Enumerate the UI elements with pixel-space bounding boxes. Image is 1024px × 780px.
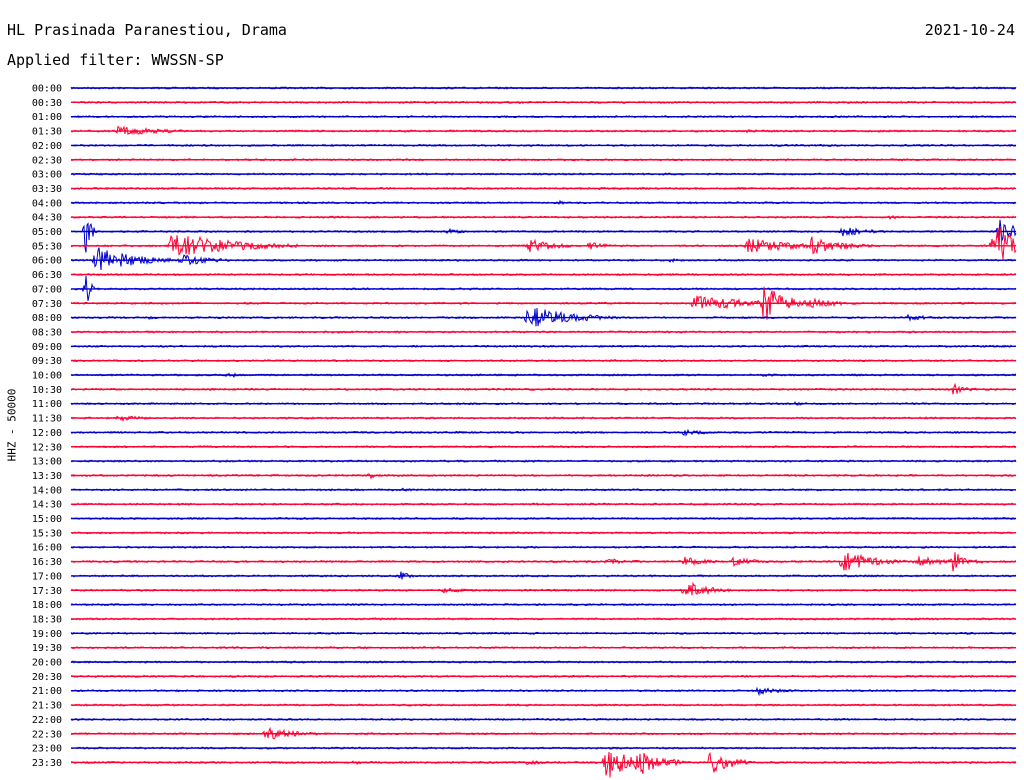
filter-label: Applied filter: WWSSN-SP [7, 51, 224, 69]
row-time-label: 03:00 [32, 170, 62, 181]
row-time-label: 00:00 [32, 84, 62, 95]
row-time-label: 14:00 [32, 485, 62, 496]
row-time-label: 12:30 [32, 442, 62, 453]
station-title: HL Prasinada Paranestiou, Drama [7, 21, 287, 39]
trace-row [71, 219, 1017, 253]
row-time-label: 07:30 [32, 299, 62, 310]
row-time-label: 16:30 [32, 557, 62, 568]
row-time-label: 23:00 [32, 744, 62, 755]
row-time-label: 02:30 [32, 155, 62, 166]
trace-row [70, 227, 1017, 260]
row-time-label: 16:00 [32, 543, 62, 554]
row-time-label: 10:30 [32, 385, 62, 396]
row-time-label: 22:00 [32, 715, 62, 726]
row-time-label: 08:00 [32, 313, 62, 324]
row-time-label: 21:30 [32, 701, 62, 712]
trace-row [70, 686, 1017, 697]
row-time-label: 18:30 [32, 614, 62, 625]
row-time-label: 05:00 [32, 227, 62, 238]
trace-row [70, 581, 1017, 596]
row-time-label: 23:30 [32, 758, 62, 769]
row-time-label: 17:30 [32, 586, 62, 597]
row-time-label: 02:00 [32, 141, 62, 152]
row-time-label: 21:00 [32, 686, 62, 697]
row-time-label: 19:00 [32, 629, 62, 640]
row-time-label: 11:00 [32, 399, 62, 410]
row-time-label: 19:30 [32, 643, 62, 654]
row-time-label: 06:30 [32, 270, 62, 281]
row-time-label: 04:30 [32, 213, 62, 224]
row-time-label: 09:00 [32, 342, 62, 353]
row-time-label: 17:00 [32, 571, 62, 582]
row-time-label: 03:30 [32, 184, 62, 195]
row-time-label: 01:30 [32, 127, 62, 138]
row-time-label: 15:30 [32, 528, 62, 539]
row-time-label: 12:00 [32, 428, 62, 439]
row-time-label: 00:30 [32, 98, 62, 109]
row-time-label: 13:00 [32, 457, 62, 468]
row-time-label: 14:30 [32, 500, 62, 511]
row-time-label: 07:00 [32, 284, 62, 295]
row-time-label: 20:30 [32, 672, 62, 683]
row-time-label: 10:00 [32, 371, 62, 382]
trace-row [70, 751, 1017, 778]
trace-row [70, 125, 1017, 136]
row-time-label: 22:30 [32, 729, 62, 740]
row-time-label: 09:30 [32, 356, 62, 367]
row-time-label: 18:00 [32, 600, 62, 611]
row-time-label: 20:00 [32, 658, 62, 669]
row-time-label: 11:30 [32, 414, 62, 425]
row-time-label: 04:00 [32, 198, 62, 209]
row-time-label: 13:30 [32, 471, 62, 482]
row-time-label: 15:00 [32, 514, 62, 525]
row-time-label: 05:30 [32, 241, 62, 252]
row-time-label: 01:00 [32, 112, 62, 123]
row-time-label: 08:30 [32, 327, 62, 338]
record-date: 2021-10-24 [924, 21, 1015, 39]
row-time-label: 06:00 [32, 256, 62, 267]
